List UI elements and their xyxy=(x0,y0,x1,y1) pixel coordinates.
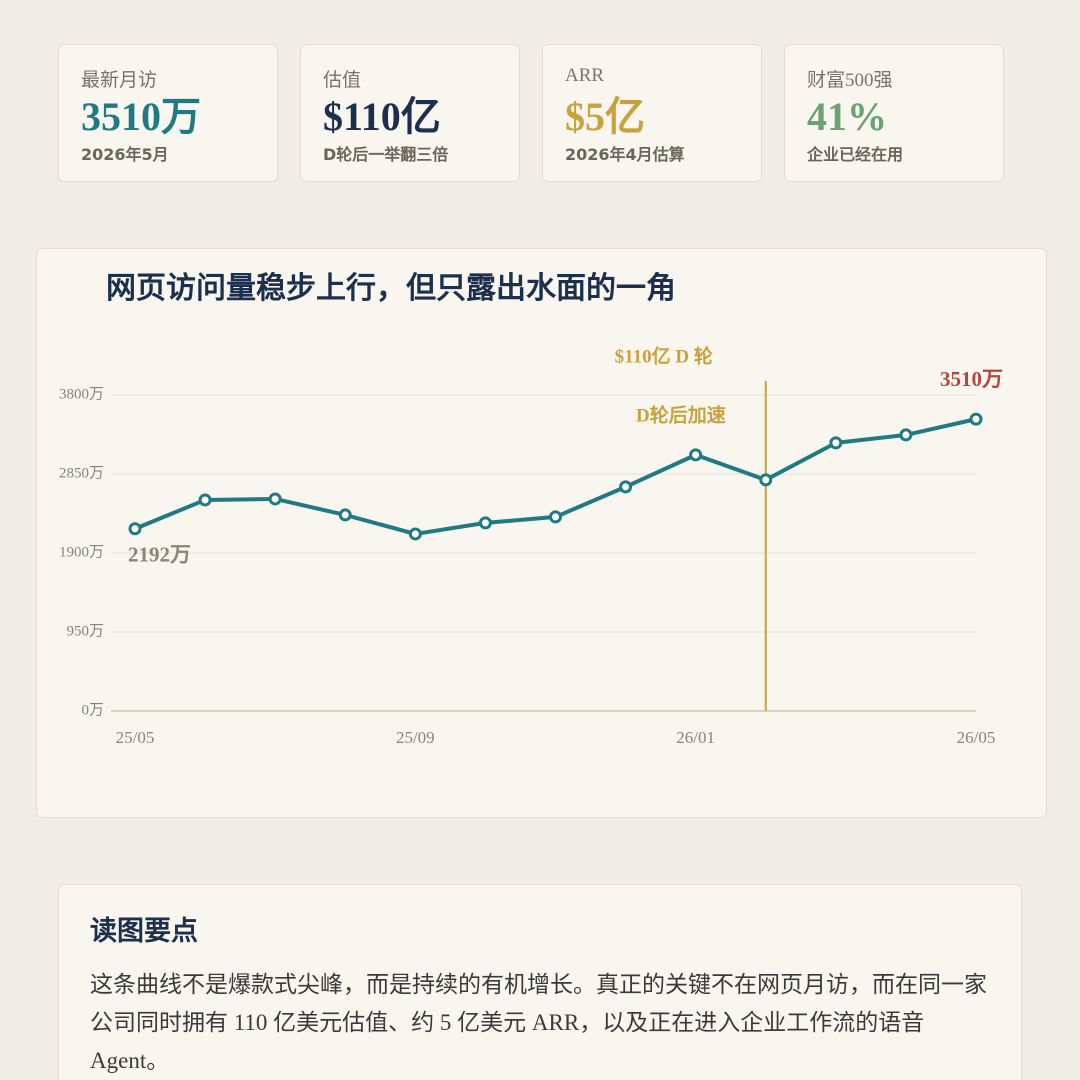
stat-label: ARR xyxy=(565,65,605,86)
stat-label: 估值 xyxy=(323,70,362,91)
stat-sub: 2026年4月估算 xyxy=(565,145,685,164)
stat-sub: 企业已经在用 xyxy=(807,145,904,164)
y-tick-label: 950万 xyxy=(66,623,104,639)
x-tick-label: 25/05 xyxy=(116,728,155,747)
point xyxy=(829,436,843,450)
point xyxy=(689,448,703,462)
x-tick-label: 26/01 xyxy=(676,728,715,747)
chart-title: 网页访问量稳步上行，但只露出水面的一角 xyxy=(106,272,676,305)
chart: 网页访问量稳步上行，但只露出水面的一角 0万 950万 1900万 2850万 3800… xyxy=(59,272,1003,747)
point xyxy=(198,493,212,507)
y-tick-label: 1900万 xyxy=(59,544,104,560)
stat-value: $110亿 xyxy=(323,94,441,139)
stat-card: 最新月访 3510万 2026年5月 xyxy=(58,44,278,182)
stat-value: 3510万 xyxy=(81,94,201,139)
stat-label: 最新月访 xyxy=(81,70,158,91)
stat-value: $5亿 xyxy=(565,94,645,139)
stat-card: 估值 $110亿 D轮后一举翻三倍 xyxy=(300,44,520,182)
point xyxy=(338,508,352,522)
y-tick-label: 3800万 xyxy=(59,386,104,402)
stat-card: ARR $5亿 2026年4月估算 xyxy=(542,44,762,182)
point xyxy=(619,480,633,494)
stat-label: 财富500强 xyxy=(807,70,893,91)
point xyxy=(408,527,422,541)
stat-card: 财富500强 41% 企业已经在用 xyxy=(784,44,1004,182)
annotation-note: D轮后加速 xyxy=(636,403,726,426)
point xyxy=(969,412,983,426)
point xyxy=(759,473,773,487)
chart-panel: 网页访问量稳步上行，但只露出水面的一角 0万 950万 1900万 2850万 3800… xyxy=(36,248,1047,818)
notes-body: 这条曲线不是爆款式尖峰，而是持续的有机增长。真正的关键不在网页月访，而在同一家公… xyxy=(90,972,987,1073)
annotation-label: $110亿 D 轮 xyxy=(615,344,713,367)
notes-card: 读图要点 这条曲线不是爆款式尖峰，而是持续的有机增长。真正的关键不在网页月访，而… xyxy=(58,884,1022,1080)
value-label: 2192万 xyxy=(128,543,191,567)
y-tick-label: 0万 xyxy=(81,702,104,718)
point xyxy=(128,522,142,536)
stat-sub: D轮后一举翻三倍 xyxy=(323,145,449,164)
stat-value: 41% xyxy=(807,94,887,139)
point xyxy=(549,510,562,524)
y-tick-label: 2850万 xyxy=(59,465,104,481)
stat-sub: 2026年5月 xyxy=(81,145,169,164)
x-tick-label: 26/05 xyxy=(957,728,996,747)
notes-title: 读图要点 xyxy=(90,916,198,946)
x-tick-label: 25/09 xyxy=(396,728,435,747)
point xyxy=(899,428,913,442)
point xyxy=(268,492,282,506)
value-label: 3510万 xyxy=(940,367,1003,391)
point xyxy=(478,516,492,530)
